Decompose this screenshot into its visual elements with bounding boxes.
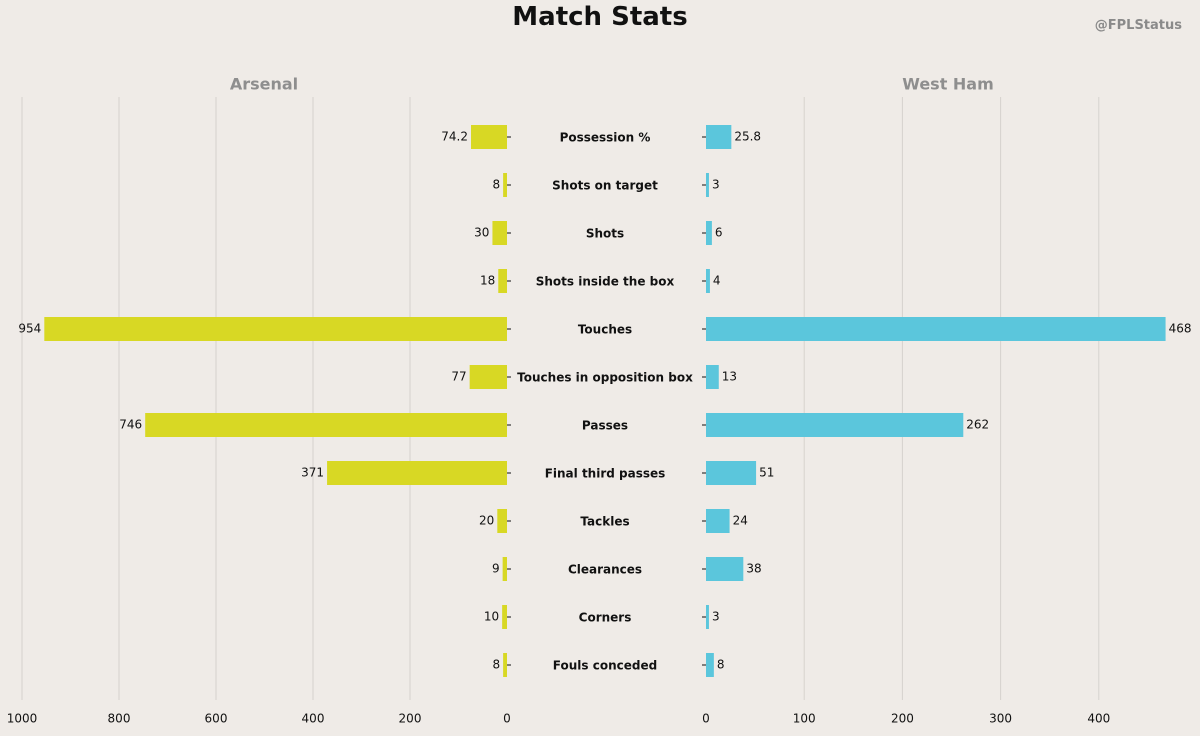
left-bar bbox=[503, 653, 507, 677]
page-title: Match Stats bbox=[512, 2, 688, 32]
category-label: Touches in opposition box bbox=[517, 371, 693, 385]
category-label: Final third passes bbox=[545, 467, 666, 481]
left-value-label: 8 bbox=[492, 658, 500, 672]
left-tick-label: 800 bbox=[108, 712, 131, 726]
right-bar bbox=[706, 413, 964, 437]
left-bar bbox=[471, 125, 507, 149]
category-label: Shots on target bbox=[552, 179, 658, 193]
left-value-label: 746 bbox=[119, 418, 142, 432]
left-tick-label: 200 bbox=[399, 712, 422, 726]
right-value-label: 38 bbox=[746, 562, 761, 576]
left-tick-label: 600 bbox=[205, 712, 228, 726]
left-bar bbox=[502, 557, 507, 581]
left-value-label: 954 bbox=[18, 322, 41, 336]
left-tick-label: 400 bbox=[302, 712, 325, 726]
left-value-label: 18 bbox=[480, 274, 495, 288]
left-bar bbox=[502, 605, 507, 629]
left-value-label: 20 bbox=[479, 514, 494, 528]
left-value-label: 74.2 bbox=[441, 130, 468, 144]
right-value-label: 262 bbox=[966, 418, 989, 432]
category-label: Possession % bbox=[560, 131, 651, 145]
left-team-label: Arsenal bbox=[230, 75, 298, 94]
right-value-label: 24 bbox=[733, 514, 748, 528]
left-value-label: 8 bbox=[492, 178, 500, 192]
right-value-label: 6 bbox=[715, 226, 723, 240]
category-label: Corners bbox=[579, 611, 632, 625]
right-tick-label: 200 bbox=[891, 712, 914, 726]
right-value-label: 13 bbox=[722, 370, 737, 384]
right-bar bbox=[706, 269, 710, 293]
right-value-label: 4 bbox=[713, 274, 721, 288]
left-tick-label: 0 bbox=[503, 712, 511, 726]
right-value-label: 8 bbox=[717, 658, 725, 672]
category-label: Passes bbox=[582, 419, 628, 433]
right-bar bbox=[706, 605, 709, 629]
right-bar bbox=[706, 461, 757, 485]
right-bar bbox=[706, 173, 709, 197]
category-label: Touches bbox=[578, 323, 632, 337]
right-tick-label: 300 bbox=[989, 712, 1012, 726]
left-bar bbox=[492, 221, 507, 245]
right-value-label: 51 bbox=[759, 466, 774, 480]
left-bar bbox=[327, 461, 507, 485]
category-label: Clearances bbox=[568, 563, 642, 577]
left-value-label: 9 bbox=[492, 562, 500, 576]
left-tick-label: 1000 bbox=[7, 712, 38, 726]
category-label: Shots inside the box bbox=[536, 275, 675, 289]
right-tick-label: 100 bbox=[793, 712, 816, 726]
left-bar bbox=[44, 317, 508, 341]
left-value-label: 371 bbox=[301, 466, 324, 480]
category-label: Fouls conceded bbox=[553, 659, 657, 673]
right-value-label: 3 bbox=[712, 178, 720, 192]
right-bar bbox=[706, 653, 714, 677]
right-bar bbox=[706, 365, 719, 389]
watermark: @FPLStatus bbox=[1094, 18, 1182, 33]
left-value-label: 77 bbox=[451, 370, 466, 384]
right-team-label: West Ham bbox=[902, 75, 994, 94]
right-bar bbox=[706, 509, 730, 533]
right-bar bbox=[706, 317, 1166, 341]
left-bar bbox=[497, 509, 507, 533]
right-bar bbox=[706, 221, 712, 245]
right-value-label: 25.8 bbox=[734, 130, 761, 144]
right-value-label: 468 bbox=[1169, 322, 1192, 336]
left-bar bbox=[145, 413, 507, 437]
left-bar bbox=[503, 173, 507, 197]
right-tick-label: 400 bbox=[1087, 712, 1110, 726]
right-bar bbox=[706, 125, 732, 149]
right-value-label: 3 bbox=[712, 610, 720, 624]
right-bar bbox=[706, 557, 744, 581]
category-label: Tackles bbox=[580, 515, 629, 529]
left-value-label: 30 bbox=[474, 226, 489, 240]
left-bar bbox=[498, 269, 507, 293]
left-bar bbox=[469, 365, 507, 389]
right-tick-label: 0 bbox=[702, 712, 710, 726]
category-label: Shots bbox=[586, 227, 624, 241]
left-value-label: 10 bbox=[484, 610, 499, 624]
